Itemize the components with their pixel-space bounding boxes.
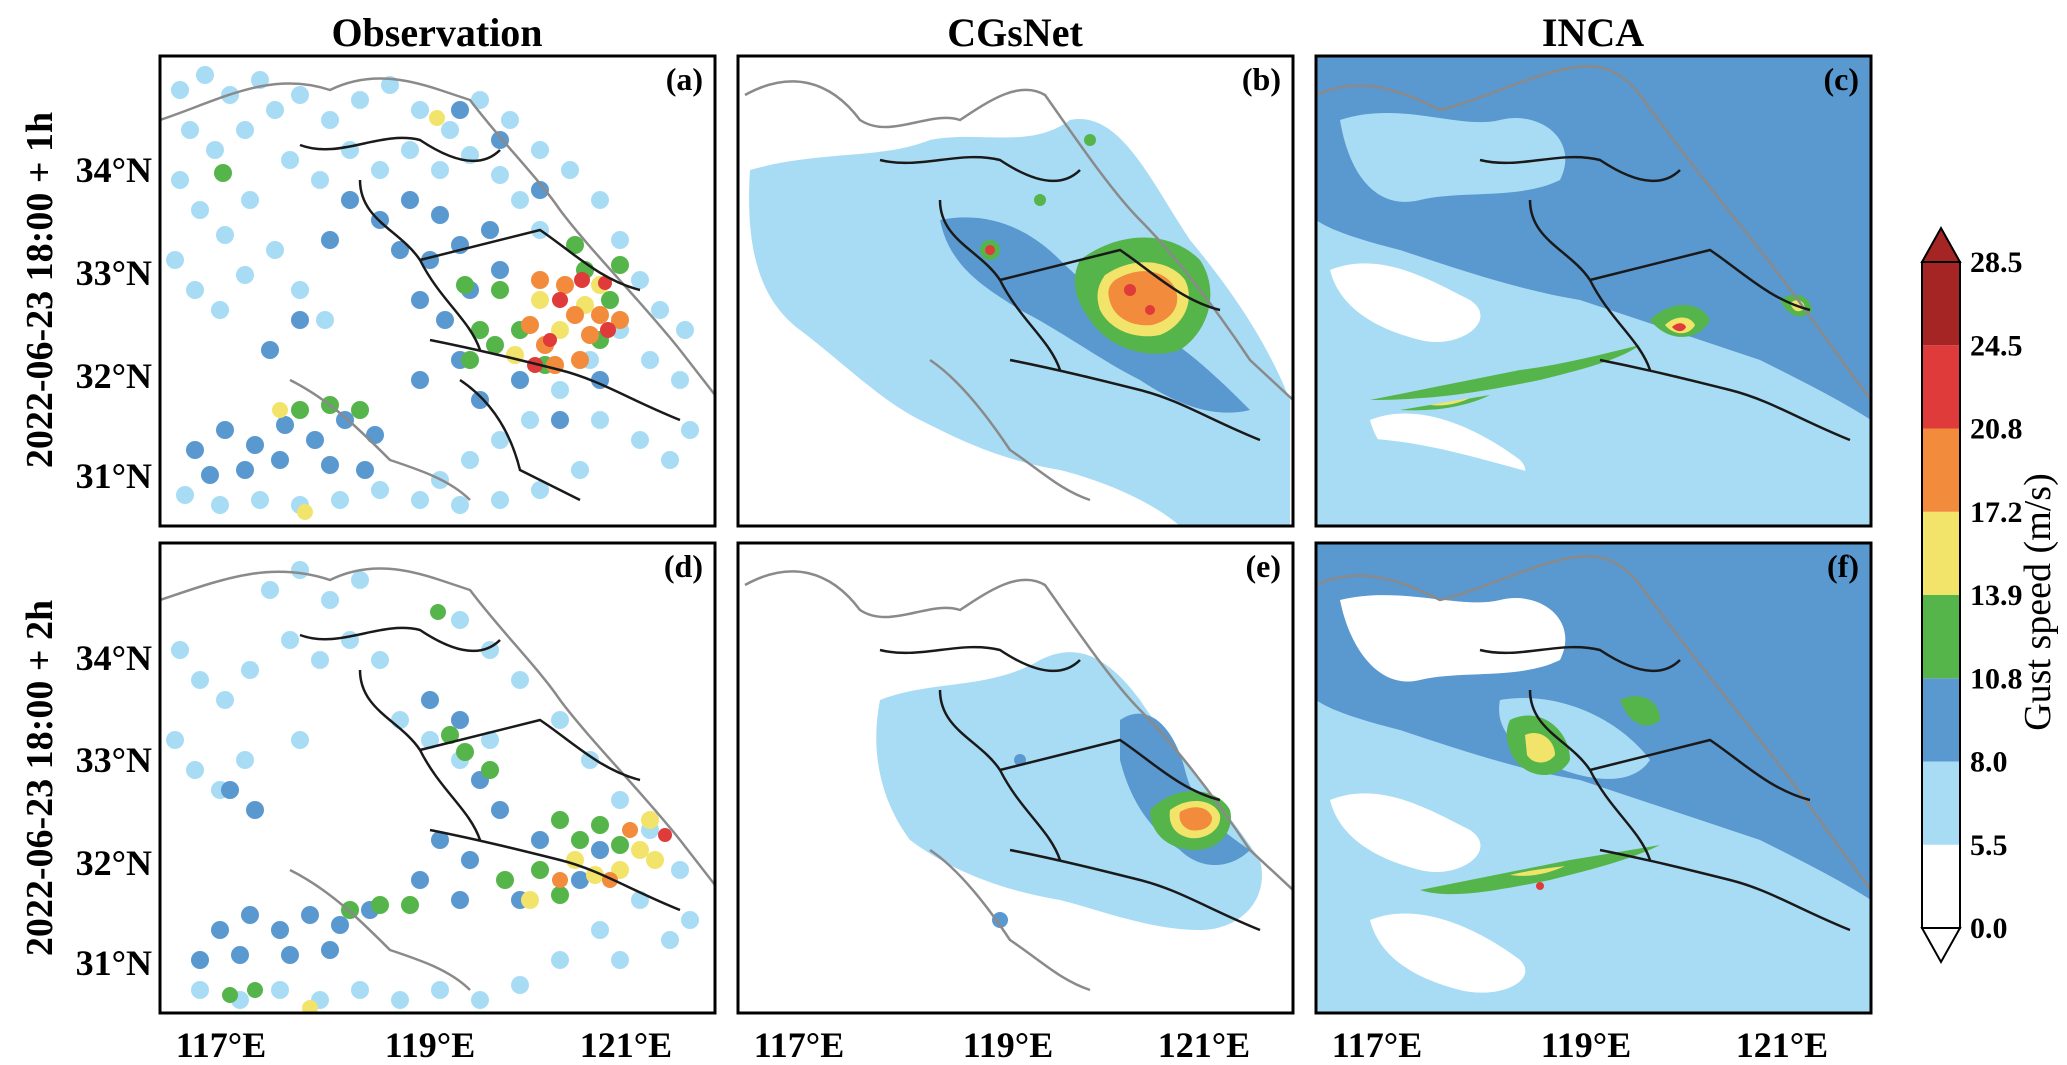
province-borders [160, 567, 715, 991]
map-panel-inca-2h [1316, 543, 1871, 1013]
colorbar-tick-label: 10.8 [1970, 662, 2023, 695]
colorbar-segment [1922, 761, 1960, 845]
map-panel-cgsnet-2h [738, 543, 1293, 1013]
colorbar-segment [1922, 511, 1960, 595]
panel-frame-c [1314, 54, 1873, 528]
station-dots [658, 828, 672, 842]
colorbar-segment [1922, 595, 1960, 679]
panel-label-a: (a) [666, 61, 703, 97]
lat-tick-32-row2: 32°N [76, 843, 152, 883]
colorbar-tick-label: 17.2 [1970, 496, 2023, 529]
map-panel-observation-1h [160, 56, 715, 526]
lon-tick-119-col3: 119°E [1541, 1025, 1631, 1065]
panel-label-e: (e) [1245, 548, 1281, 584]
province-borders [1316, 65, 1871, 442]
lat-tick-31-row1: 31°N [76, 456, 152, 496]
colorbar-tick-label: 24.5 [1970, 329, 2023, 362]
station-dots [191, 691, 609, 969]
colorbar-tick-label: 20.8 [1970, 413, 2023, 446]
panel-label-b: (b) [1242, 61, 1281, 97]
gust-field [1316, 56, 1871, 526]
row-label-2h: 2022-06-23 18:00 + 2h [19, 600, 61, 956]
map-panel-cgsnet-1h [738, 56, 1293, 526]
lat-tick-32-row1: 32°N [76, 356, 152, 396]
lat-tick-33-row2: 33°N [76, 740, 152, 780]
panel-frame-b [736, 54, 1295, 528]
lon-tick-119-col1: 119°E [385, 1025, 475, 1065]
colorbar-outline [1921, 261, 1961, 929]
lat-tick-31-row2: 31°N [76, 943, 152, 983]
gust-field [876, 652, 1262, 930]
colorbar: 0.0 5.5 8.0 10.8 13.9 17.2 20.8 24.5 28.5 [1920, 225, 2023, 965]
colorbar-segment [1922, 678, 1960, 762]
map-panel-inca-1h [1316, 56, 1871, 526]
colorbar-tick-label: 13.9 [1970, 579, 2023, 612]
province-borders [744, 570, 1293, 992]
colorbar-extend-min [1920, 927, 1962, 965]
panel-label-c: (c) [1823, 61, 1859, 97]
panel-frame-d [158, 541, 717, 1015]
province-borders [744, 80, 1293, 502]
province-borders [1316, 555, 1871, 932]
station-dots [214, 164, 629, 419]
column-title-cgsnet: CGsNet [947, 10, 1083, 55]
province-borders [160, 77, 715, 502]
colorbar-segment [1922, 428, 1960, 512]
colorbar-tick-label: 0.0 [1970, 912, 2008, 945]
colorbar-tick-label: 8.0 [1970, 746, 2008, 779]
lon-tick-121-col1: 121°E [580, 1025, 672, 1065]
lon-tick-121-col3: 121°E [1736, 1025, 1828, 1065]
colorbar-tick-label: 5.5 [1970, 829, 2008, 862]
colorbar-extend-max [1920, 225, 1962, 263]
lon-tick-119-col2: 119°E [963, 1025, 1053, 1065]
gust-field [1316, 543, 1871, 993]
lat-tick-34-row2: 34°N [76, 638, 152, 678]
lon-tick-121-col2: 121°E [1158, 1025, 1250, 1065]
row-label-1h: 2022-06-23 18:00 + 1h [19, 112, 61, 468]
gust-field [749, 119, 1290, 526]
panel-frame-a [158, 54, 717, 528]
lat-tick-34-row1: 34°N [76, 150, 152, 190]
station-dots [521, 271, 629, 374]
colorbar-segment [1922, 262, 1960, 346]
station-dots [166, 66, 699, 514]
panel-frame-f [1314, 541, 1873, 1015]
column-title-inca: INCA [1542, 10, 1644, 55]
panel-frame-e [736, 541, 1295, 1015]
panel-label-d: (d) [664, 548, 703, 584]
lon-tick-117-col2: 117°E [754, 1025, 844, 1065]
map-panel-observation-2h [160, 543, 715, 1013]
column-title-observation: Observation [331, 10, 542, 55]
colorbar-title: Gust speed (m/s) [2017, 473, 2059, 731]
panel-label-f: (f) [1827, 548, 1859, 584]
lon-tick-117-col1: 117°E [176, 1025, 266, 1065]
lat-tick-33-row1: 33°N [76, 253, 152, 293]
colorbar-segment [1922, 844, 1960, 928]
station-dots [527, 272, 616, 373]
colorbar-segment [1922, 345, 1960, 429]
lon-tick-117-col3: 117°E [1332, 1025, 1422, 1065]
colorbar-tick-label: 28.5 [1970, 246, 2023, 279]
station-dots [166, 561, 699, 1009]
